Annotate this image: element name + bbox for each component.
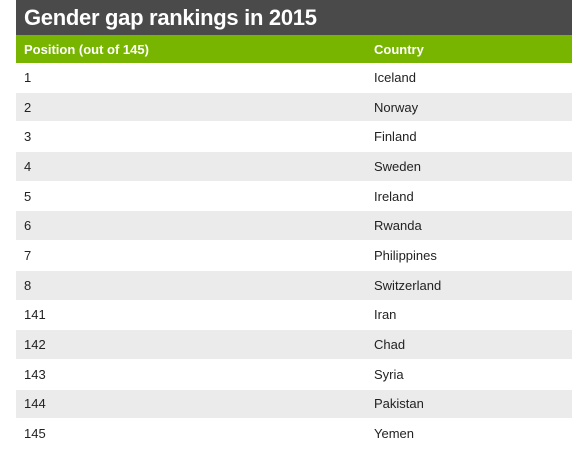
cell-position: 141 (24, 307, 46, 323)
table-row: 1 Iceland (16, 63, 572, 93)
cell-country: Switzerland (374, 277, 442, 293)
table-row: 2 Norway (16, 92, 572, 123)
cell-country: Sweden (374, 158, 421, 174)
cell-country: Syria (374, 366, 404, 382)
cell-position: 5 (24, 188, 32, 204)
cell-position: 143 (24, 366, 46, 382)
table-row: 5 Ireland (16, 181, 572, 212)
table-row: 145 Yemen (16, 419, 572, 449)
cell-position: 1 (24, 69, 32, 85)
cell-position: 145 (24, 426, 46, 442)
table-row: 7 Philippines (16, 241, 572, 271)
table-title: Gender gap rankings in 2015 (16, 0, 572, 35)
cell-country: Philippines (374, 247, 437, 263)
header-position: Position (out of 145) (24, 41, 149, 57)
cell-position: 144 (24, 396, 46, 412)
cell-country: Iceland (374, 69, 416, 85)
table-row: 3 Finland (16, 122, 572, 153)
cell-country: Iran (374, 307, 397, 323)
table-row: 4 Sweden (16, 152, 572, 182)
cell-position: 142 (24, 337, 46, 353)
cell-country: Chad (374, 337, 406, 353)
cell-country: Finland (374, 129, 417, 145)
table-header-row: Position (out of 145) Country (16, 35, 572, 63)
table-row: 143 Syria (16, 359, 572, 390)
header-country: Country (374, 41, 424, 57)
cell-country: Yemen (374, 426, 414, 442)
cell-country: Norway (374, 99, 419, 115)
cell-position: 4 (24, 158, 32, 174)
table-row: 142 Chad (16, 330, 572, 360)
cell-position: 2 (24, 99, 32, 115)
table-row: 144 Pakistan (16, 389, 572, 420)
cell-position: 7 (24, 247, 32, 263)
table-row: 141 Iran (16, 300, 572, 331)
cell-position: 8 (24, 277, 32, 293)
table-row: 6 Rwanda (16, 211, 572, 242)
cell-country: Rwanda (374, 218, 422, 234)
table-row: 8 Switzerland (16, 270, 572, 301)
table-body: 1 Iceland 2 Norway 3 Finland 4 Sweden 5 Ireland 6 R… (16, 63, 572, 449)
rankings-table: Gender gap rankings in 2015 Position (ou… (16, 0, 572, 449)
cell-country: Ireland (374, 188, 414, 204)
cell-country: Pakistan (374, 396, 424, 412)
cell-position: 3 (24, 129, 32, 145)
cell-position: 6 (24, 218, 32, 234)
